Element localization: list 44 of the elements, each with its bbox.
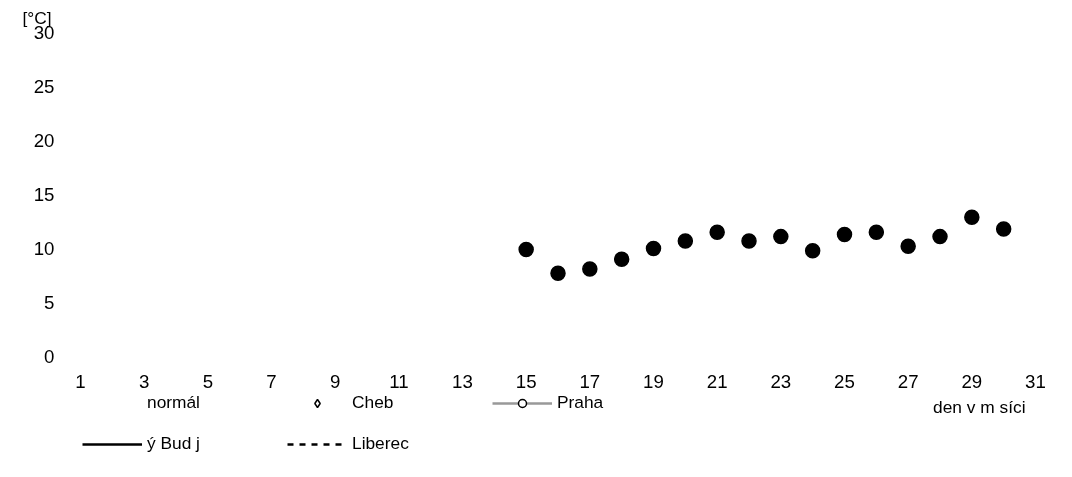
x-tick-label: 13 bbox=[452, 370, 473, 392]
point bbox=[709, 224, 725, 241]
x-tick-label: 5 bbox=[202, 370, 214, 392]
y-tick-label: 25 bbox=[33, 76, 55, 97]
point bbox=[613, 251, 630, 268]
x-tick-label: 19 bbox=[643, 370, 664, 392]
point bbox=[582, 261, 598, 277]
point bbox=[645, 240, 662, 257]
text: normál bbox=[147, 392, 201, 413]
point bbox=[804, 242, 821, 259]
point bbox=[836, 226, 853, 243]
legend-label: ý Bud j bbox=[147, 433, 201, 454]
legend-label: Praha bbox=[557, 392, 605, 413]
point bbox=[932, 228, 948, 245]
x-tick-label: 21 bbox=[706, 370, 728, 392]
y-tick-label: 0 bbox=[44, 346, 55, 367]
x-tick-label: 9 bbox=[329, 370, 341, 392]
point bbox=[964, 209, 980, 225]
x-tick-label: 25 bbox=[834, 370, 855, 392]
y-tick-label: 20 bbox=[33, 130, 55, 151]
x-tick-label: 7 bbox=[266, 370, 277, 392]
point bbox=[773, 228, 789, 245]
x-tick-label: 11 bbox=[389, 370, 409, 392]
point bbox=[550, 265, 566, 282]
x-tick-label: 29 bbox=[961, 370, 983, 392]
x-axis-title: den v m síci bbox=[933, 396, 1026, 417]
point bbox=[677, 233, 694, 249]
y-tick-label: 5 bbox=[44, 292, 55, 313]
x-tick-label: 23 bbox=[770, 370, 792, 392]
point bbox=[741, 233, 757, 249]
x-tick-label: 31 bbox=[1025, 370, 1046, 392]
x-tick-label: 1 bbox=[75, 370, 86, 392]
y-tick-label: 10 bbox=[33, 238, 55, 259]
x-tick-label: 17 bbox=[579, 370, 601, 392]
x-tick-label: 27 bbox=[897, 370, 919, 392]
legend-label: Liberec bbox=[352, 433, 410, 454]
point bbox=[900, 238, 916, 255]
y-tick-label: 15 bbox=[33, 184, 55, 205]
point bbox=[518, 241, 534, 258]
point bbox=[995, 221, 1012, 237]
x-tick-label: 3 bbox=[138, 370, 150, 392]
x-tick-label: 15 bbox=[515, 370, 537, 392]
point bbox=[868, 224, 885, 241]
legend-label: Cheb bbox=[352, 392, 395, 413]
